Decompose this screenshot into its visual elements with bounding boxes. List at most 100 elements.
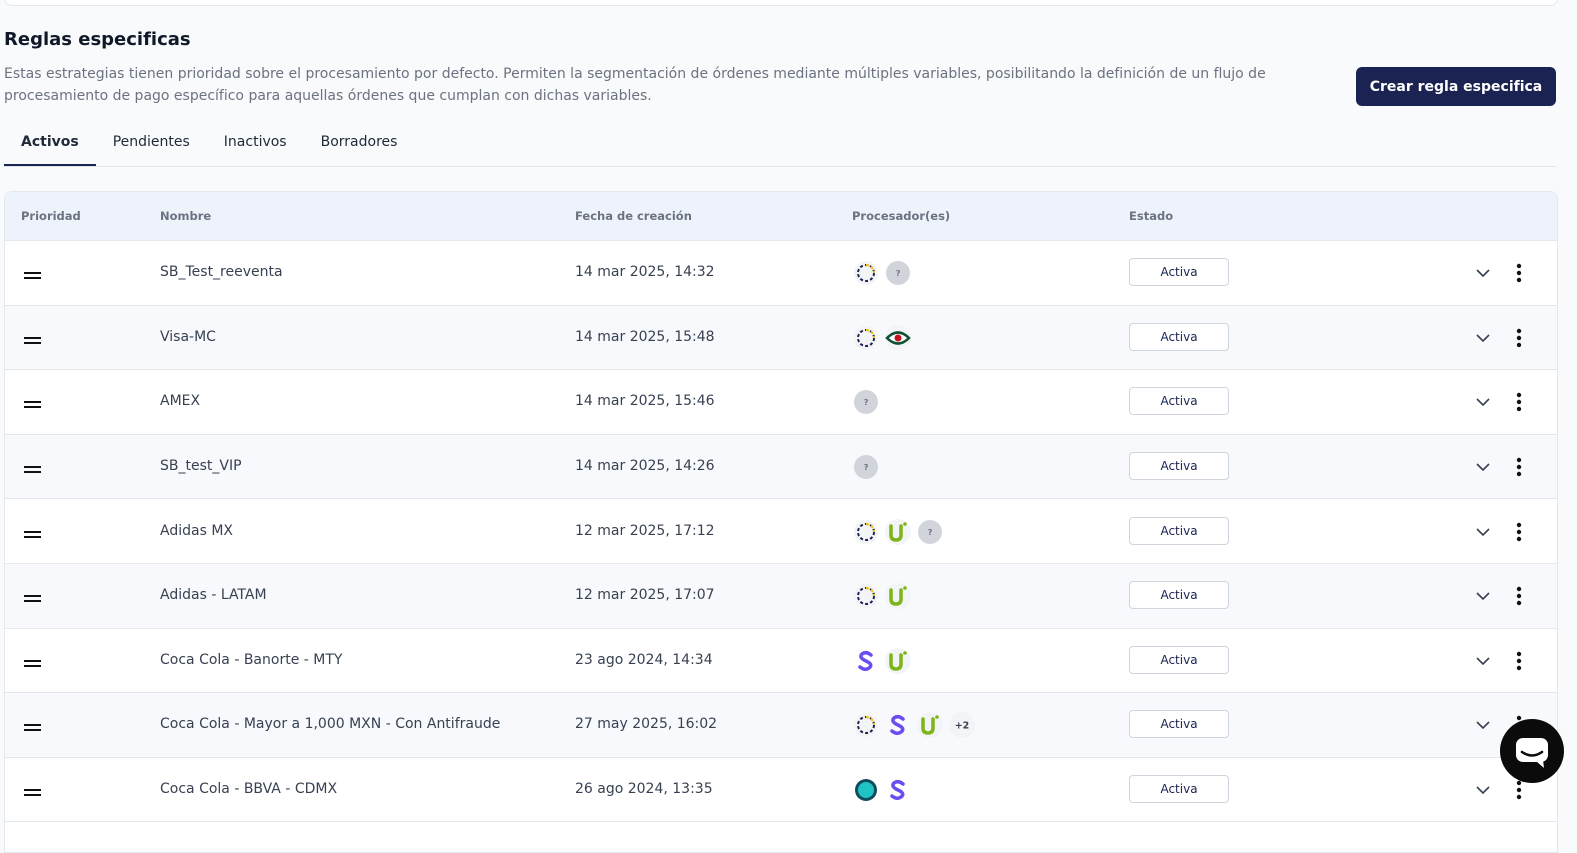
menu-dot: [1516, 328, 1522, 334]
handle-bar: [24, 341, 41, 344]
logo-arc: [865, 716, 875, 726]
handle-bar: [24, 401, 41, 404]
processors: [858, 647, 911, 674]
status-button[interactable]: Activa: [1129, 516, 1229, 545]
drag-handle[interactable]: [24, 595, 44, 605]
menu-dot: [1516, 665, 1522, 671]
menu-dot: [1516, 601, 1522, 606]
status-button[interactable]: Activa: [1129, 581, 1229, 610]
drag-handle[interactable]: [24, 724, 44, 734]
row-menu[interactable]: [1516, 457, 1522, 477]
expand-chevron[interactable]: [1476, 463, 1490, 473]
expand-chevron[interactable]: [1476, 721, 1490, 731]
processor-logo: [854, 325, 878, 350]
handle-bar: [24, 336, 41, 339]
logo-arc: [865, 264, 875, 274]
menu-dot: [1516, 529, 1522, 534]
drag-handle[interactable]: [24, 659, 44, 670]
handle-bar: [24, 595, 41, 598]
chat-button[interactable]: [1500, 719, 1564, 783]
row-menu[interactable]: [1516, 328, 1522, 348]
expand-chevron[interactable]: [1476, 269, 1490, 279]
row-menu[interactable]: [1516, 586, 1522, 606]
processor-logo: ?: [918, 519, 942, 544]
status-button[interactable]: Activa: [1129, 645, 1229, 674]
expand-chevron[interactable]: [1476, 657, 1490, 667]
menu-dot: [1516, 464, 1522, 470]
drag-handle[interactable]: [24, 401, 44, 411]
creation-date: 23 ago 2024, 14:34: [575, 651, 713, 668]
previous-card: [4, 0, 1558, 6]
creation-date: 14 mar 2025, 15:48: [575, 328, 715, 345]
processor-logo: ?: [854, 390, 878, 415]
tab[interactable]: Borradores: [320, 134, 398, 150]
creation-date: 12 mar 2025, 17:12: [575, 522, 715, 539]
menu-dot: [1516, 271, 1522, 276]
processor-logo: [885, 647, 911, 674]
chevron: [1476, 592, 1490, 601]
table-row: Coca Cola - Mayor a 1,000 MXN - Con Anti…: [5, 693, 1557, 758]
chevron: [1476, 463, 1490, 472]
row-menu[interactable]: [1516, 522, 1522, 542]
menu-dot: [1516, 407, 1522, 412]
status-button[interactable]: Activa: [1129, 452, 1229, 481]
chevron: [1476, 528, 1490, 536]
expand-chevron[interactable]: [1476, 398, 1490, 408]
status-button[interactable]: Activa: [1129, 322, 1229, 351]
unknown-badge-text: ?: [864, 398, 869, 407]
processor-logo: ?: [886, 261, 910, 286]
row-menu[interactable]: [1516, 651, 1522, 671]
tab[interactable]: Pendientes: [112, 134, 190, 150]
rule-name: SB_test_VIP: [160, 458, 242, 475]
status-button[interactable]: Activa: [1129, 775, 1229, 804]
handle-bar: [24, 600, 41, 603]
u-logo: [921, 717, 935, 736]
menu-dot: [1516, 457, 1522, 463]
row-menu[interactable]: [1516, 780, 1522, 800]
chevron: [1476, 334, 1490, 343]
table-row: Coca Cola - BBVA - CDMX 26 ago 2024, 13:3…: [5, 757, 1557, 823]
status-button[interactable]: Activa: [1129, 387, 1229, 416]
rule-name: Adidas - LATAM: [160, 587, 267, 604]
expand-chevron[interactable]: [1476, 786, 1490, 796]
handle-bar: [24, 535, 41, 538]
processor-logo: [885, 324, 911, 351]
processors: ?: [854, 455, 878, 480]
table-row: Adidas - LATAM 12 mar 2025, 17:07 Activa: [5, 564, 1557, 629]
drag-handle[interactable]: [24, 272, 44, 282]
row-menu[interactable]: [1516, 392, 1522, 412]
menu-dot: [1516, 522, 1522, 527]
status-button[interactable]: Activa: [1129, 710, 1229, 739]
expand-chevron[interactable]: [1476, 592, 1490, 602]
create-rule-button[interactable]: Crear regla especifica: [1356, 67, 1556, 106]
creation-date: 14 mar 2025, 14:26: [575, 458, 715, 475]
chevron: [1476, 657, 1490, 666]
chat-icon: [1516, 738, 1548, 768]
drag-handle[interactable]: [24, 466, 44, 476]
row-menu[interactable]: [1516, 263, 1522, 283]
processor-logo: [890, 780, 905, 801]
tab[interactable]: Activos: [4, 126, 96, 166]
expand-chevron[interactable]: [1476, 334, 1490, 344]
processor-logo: [854, 584, 878, 609]
expand-chevron[interactable]: [1476, 528, 1490, 538]
handle-bar: [24, 659, 41, 662]
menu-dot: [1516, 651, 1522, 657]
rule-name: Visa-MC: [160, 328, 216, 345]
table-row: AMEX 14 mar 2025, 15:46? Activa: [5, 370, 1557, 435]
drag-handle[interactable]: [24, 336, 44, 347]
processors: ?: [854, 261, 910, 286]
drag-handle[interactable]: [24, 789, 44, 799]
menu-dot: [1516, 400, 1522, 405]
status-button[interactable]: Activa: [1129, 258, 1229, 287]
tab[interactable]: Inactivos: [223, 134, 287, 150]
rule-name: Coca Cola - Banorte - MTY: [160, 651, 343, 668]
processor-logo: [855, 779, 877, 802]
chevron: [1476, 786, 1490, 795]
rule-name: Coca Cola - Mayor a 1,000 MXN - Con Anti…: [160, 716, 501, 733]
drag-handle[interactable]: [24, 530, 44, 541]
rule-name: Coca Cola - BBVA - CDMX: [160, 781, 338, 798]
processor-logo: [885, 518, 911, 545]
table-row: Visa-MC 14 mar 2025, 15:48 Activa: [5, 305, 1557, 371]
